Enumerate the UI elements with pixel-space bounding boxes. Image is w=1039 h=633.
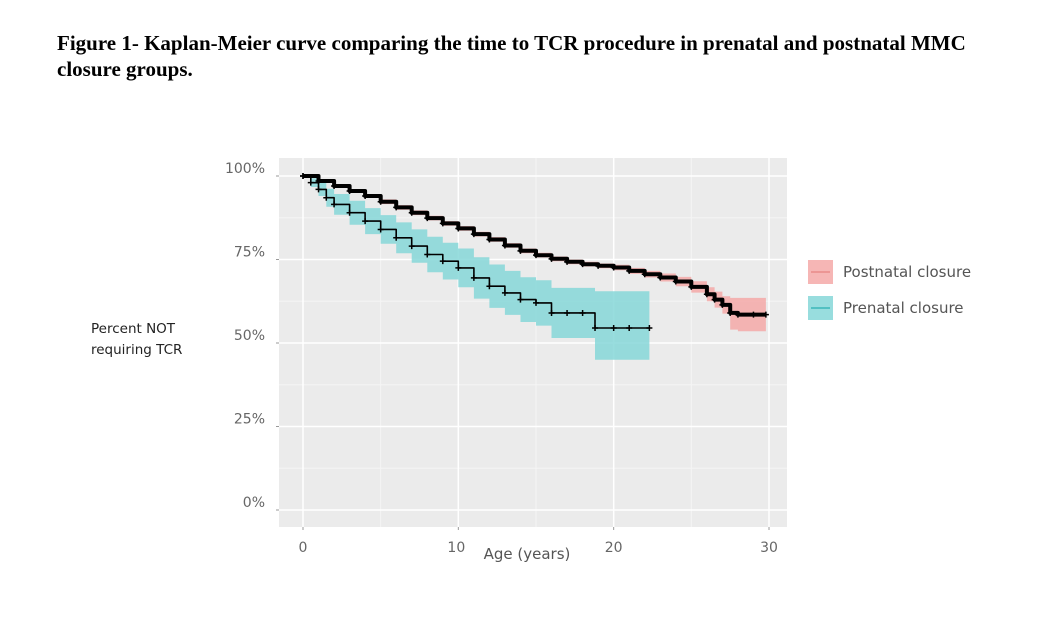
censor-mark [470,231,477,238]
censor-mark [548,255,555,262]
censor-mark [393,204,400,211]
censor-mark [439,220,446,227]
censor-mark [688,283,695,290]
censor-mark [315,186,322,193]
censor-mark [331,201,338,208]
censor-mark [307,179,314,186]
censor-mark [300,173,306,179]
censor-mark [486,283,493,290]
censor-mark [595,262,602,269]
censor-mark [393,234,400,241]
censor-mark [610,324,617,331]
censor-marks-prenatal [300,173,653,331]
censor-mark [548,309,555,316]
survival-curves [300,173,769,331]
censor-mark [470,274,477,281]
y-tick-label: 25% [234,412,265,428]
censor-mark [564,258,571,265]
censor-mark [727,309,734,316]
confidence-bands [303,176,766,360]
censor-mark [517,247,524,254]
censor-mark [533,252,539,259]
y-ticks: 0% 25% 50% 75% 100% [225,161,279,511]
censor-mark [734,311,741,318]
censor-mark [750,311,757,318]
censor-mark [610,264,617,271]
censor-mark [346,188,353,195]
censor-mark [346,209,353,216]
confidence-band-prenatal [303,176,650,360]
y-axis-label: Percent NOT requiring TCR [91,319,191,361]
censor-mark [672,278,679,285]
censor-mark [501,242,508,249]
censor-mark [377,198,384,205]
confidence-band-postnatal [303,176,766,332]
censor-mark [711,296,718,303]
legend-label-prenatal: Prenatal closure [843,299,964,317]
censor-mark [424,215,431,222]
censor-mark [377,226,384,233]
censor-marks-postnatal [300,173,769,318]
censor-mark [641,271,648,278]
censor-mark [408,243,415,250]
y-tick-label: 100% [225,161,265,177]
censor-mark [362,193,369,200]
censor-mark [408,209,415,216]
censor-mark [517,296,524,303]
x-tick-label: 0 [299,540,308,556]
censor-mark [501,289,508,296]
censor-mark [564,309,571,316]
x-ticks: 0 10 20 30 [299,527,778,556]
censor-mark [455,225,462,232]
censor-mark [331,183,338,190]
censor-mark [657,274,664,281]
x-tick-label: 10 [447,540,465,556]
y-tick-label: 75% [234,245,265,261]
censor-mark [455,264,462,271]
censor-mark [703,291,710,298]
censor-mark [533,299,539,306]
censor-mark [719,301,726,308]
censor-mark [579,309,586,316]
figure-caption: Figure 1- Kaplan-Meier curve comparing t… [57,31,966,81]
censor-mark [626,324,633,331]
censor-mark [362,218,369,225]
censor-mark [762,311,769,318]
censor-mark [592,324,599,331]
censor-mark [439,258,446,265]
censor-mark [424,251,431,258]
y-tick-label: 0% [243,495,265,511]
x-tick-label: 20 [605,540,623,556]
y-tick-label: 50% [234,328,265,344]
x-tick-label: 30 [760,540,778,556]
legend-label-postnatal: Postnatal closure [843,263,971,281]
censor-mark [646,324,653,331]
legend: Postnatal closure Prenatal closure [808,260,971,320]
y-axis-label-text: Percent NOT requiring TCR [91,321,183,358]
censor-mark [579,261,586,268]
x-axis-label: Age (years) [484,545,571,563]
censor-mark [323,194,330,201]
censor-mark [626,267,633,274]
censor-mark [486,236,493,243]
